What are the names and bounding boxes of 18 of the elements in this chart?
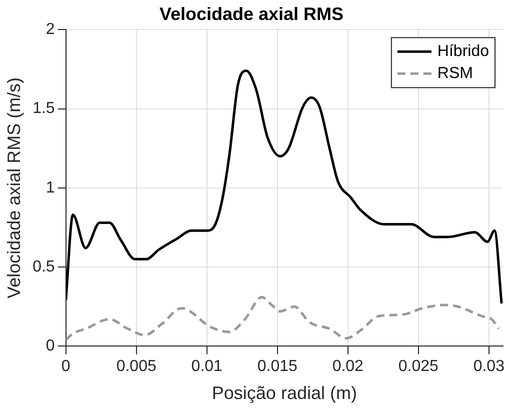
legend-label: RSM — [437, 65, 473, 82]
y-tick-label: 2 — [46, 21, 55, 38]
x-tick-label: 0 — [61, 358, 70, 376]
y-tick-label: 0 — [46, 338, 55, 355]
y-tick-label: 0.5 — [32, 258, 55, 276]
x-axis-title: Posição radial (m) — [212, 383, 357, 404]
y-axis-title: Velocidade axial RMS (m/s) — [4, 77, 24, 298]
x-tick-label: 0.03 — [473, 358, 505, 376]
legend-label: Híbrido — [437, 43, 490, 60]
line-series — [66, 296, 500, 342]
x-tick-label: 0.02 — [332, 358, 364, 376]
x-tick-label: 0.01 — [191, 358, 223, 376]
x-tick-label: 0.025 — [398, 358, 439, 376]
y-tick-label: 1 — [46, 179, 55, 196]
chart-title: Velocidade axial RMS — [159, 4, 344, 24]
x-tick-label: 0.005 — [116, 358, 156, 376]
y-tick-label: 1.5 — [32, 100, 55, 118]
x-tick-label: 0.015 — [257, 358, 298, 376]
